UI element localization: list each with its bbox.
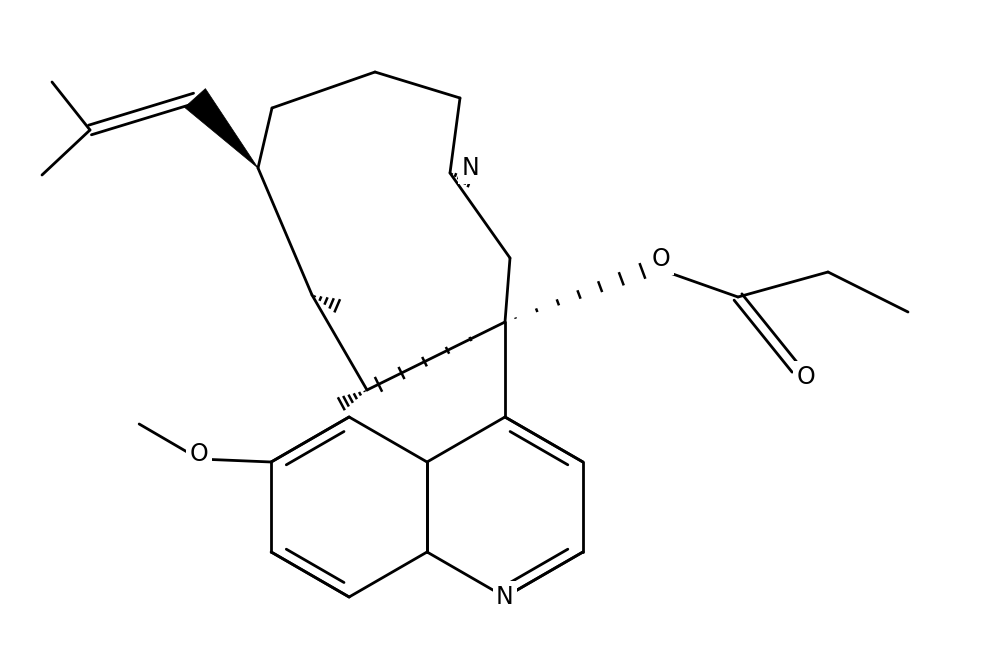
Text: O: O	[651, 247, 670, 271]
Text: O: O	[796, 365, 815, 389]
Polygon shape	[185, 89, 258, 168]
Text: O: O	[190, 442, 209, 466]
Text: N: N	[496, 585, 513, 609]
Text: N: N	[461, 156, 479, 180]
